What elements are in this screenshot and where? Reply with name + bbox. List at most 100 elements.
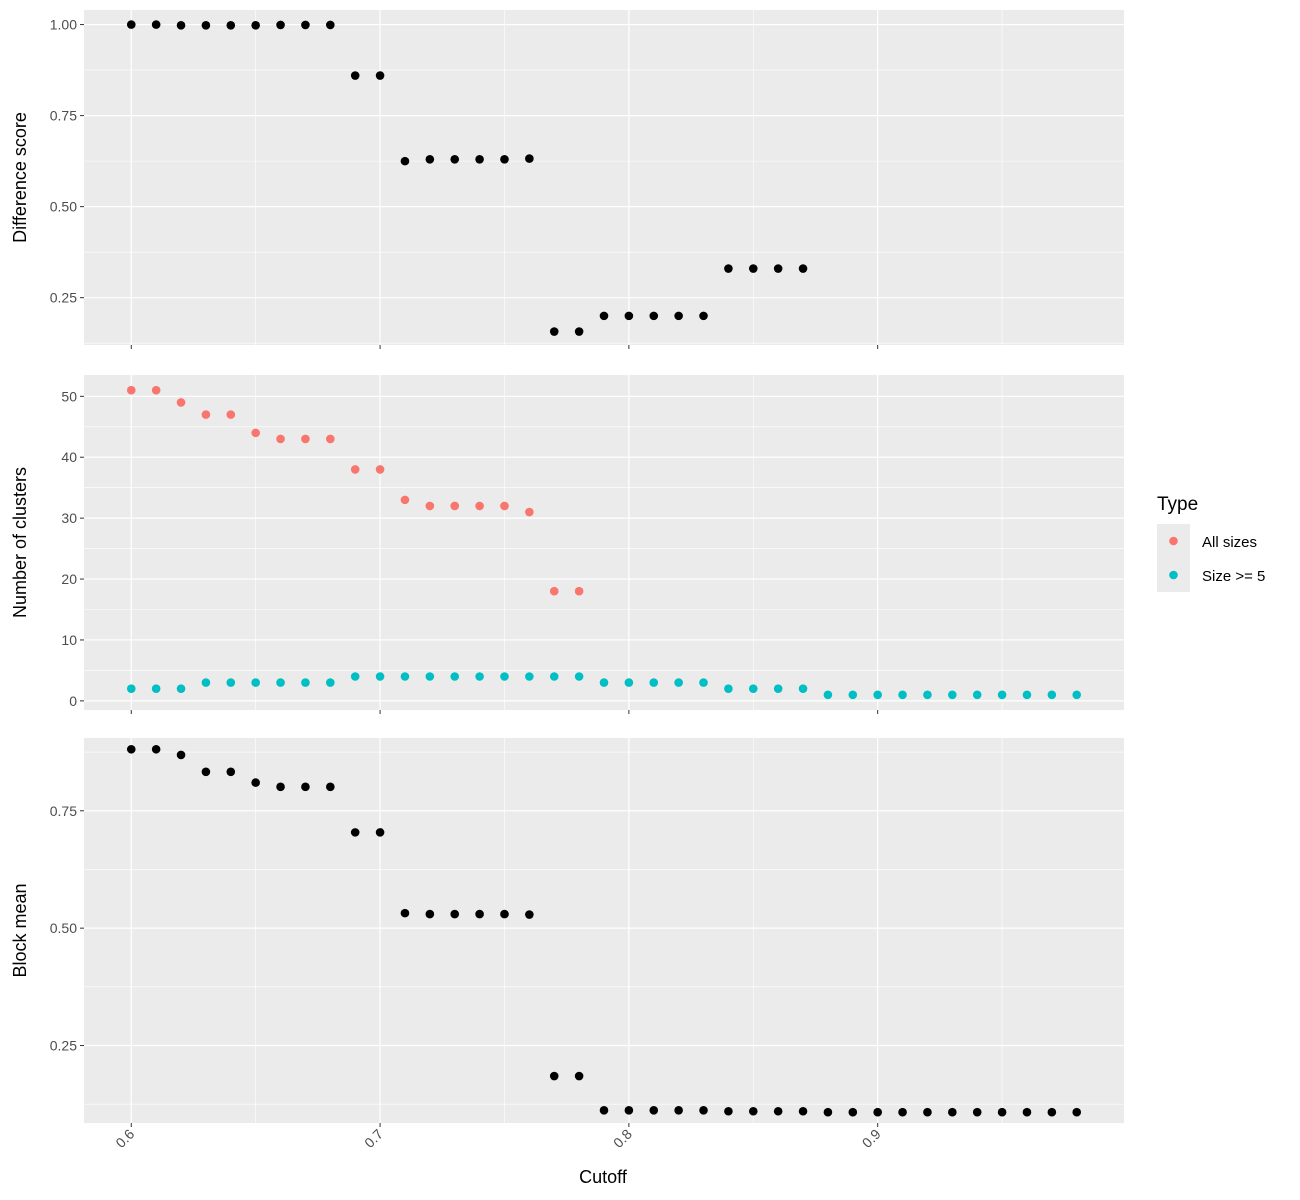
legend: Type All sizes Size >= 5 [1157, 494, 1265, 592]
data-point [1072, 690, 1082, 700]
data-point [400, 672, 410, 681]
data-point [350, 465, 360, 474]
data-point [201, 678, 211, 687]
panel-number-of-clusters: 0 10 20 30 40 50 Number of clusters [10, 375, 1124, 714]
panel-background-block-mean [84, 738, 1124, 1123]
data-point [350, 71, 360, 80]
data-point [251, 778, 260, 787]
y-axis-title-number-of-clusters: Number of clusters [10, 467, 30, 618]
data-point [674, 311, 683, 321]
data-point [773, 684, 783, 693]
data-point [475, 501, 484, 511]
y-tick-label: 50 [61, 388, 77, 404]
data-point [599, 1106, 609, 1115]
data-point [226, 20, 236, 30]
y-axis-title-block-mean: Block mean [10, 883, 30, 977]
data-point [549, 586, 559, 596]
y-tick-label: 0.50 [50, 920, 77, 936]
legend-title: Type [1157, 494, 1198, 515]
data-point [898, 1107, 907, 1117]
data-point [301, 434, 310, 444]
data-point [549, 672, 559, 681]
data-point [674, 678, 683, 687]
data-point [301, 678, 310, 687]
data-point [276, 434, 285, 444]
data-point [201, 20, 211, 30]
data-point [724, 1106, 733, 1116]
y-tick-label: 40 [61, 449, 77, 465]
data-point [126, 744, 136, 754]
data-point [972, 1107, 982, 1117]
data-point [425, 501, 435, 511]
data-point [475, 154, 484, 164]
x-axis-title: Cutoff [579, 1167, 628, 1187]
data-point [276, 678, 285, 687]
data-point [201, 410, 211, 419]
data-point [450, 909, 460, 919]
data-point [151, 385, 161, 395]
data-point [176, 398, 186, 407]
data-point [1047, 1107, 1057, 1117]
y-tick-label: 30 [61, 510, 77, 526]
legend-key-all-sizes [1169, 536, 1178, 546]
data-point [450, 154, 460, 164]
data-point [599, 311, 609, 321]
data-point [525, 910, 534, 919]
data-point [923, 1107, 932, 1117]
data-point [848, 1107, 858, 1117]
data-point [326, 782, 335, 792]
data-point [226, 767, 236, 777]
y-tick-label: 20 [61, 571, 77, 587]
data-point [525, 154, 534, 163]
data-point [375, 828, 385, 837]
x-tick-label: 0.9 [859, 1126, 884, 1151]
data-point [301, 782, 310, 792]
data-point [624, 678, 634, 687]
data-point [873, 690, 882, 700]
data-point [948, 690, 957, 700]
legend-key-size-5 [1169, 570, 1178, 580]
data-point [574, 327, 584, 336]
data-point [176, 20, 186, 30]
data-point [176, 684, 186, 693]
data-point [798, 264, 808, 273]
data-point [425, 672, 435, 681]
y-tick-label: 10 [61, 632, 77, 648]
data-point [574, 586, 584, 596]
data-point [500, 501, 509, 511]
data-point [624, 1106, 634, 1115]
data-point [773, 1106, 783, 1116]
data-point [699, 1106, 708, 1115]
data-point [350, 672, 360, 681]
data-point [525, 507, 534, 517]
data-point [674, 1106, 683, 1115]
data-point [375, 71, 385, 80]
data-point [574, 672, 584, 681]
data-point [699, 678, 708, 687]
data-point [450, 501, 460, 511]
data-point [400, 908, 410, 918]
data-point [948, 1107, 957, 1117]
data-point [923, 690, 932, 700]
data-point [624, 311, 634, 321]
data-point [326, 678, 335, 687]
data-point [126, 20, 136, 29]
data-point [151, 20, 161, 29]
data-point [1072, 1107, 1082, 1117]
data-point [748, 264, 758, 273]
y-tick-label: 0.75 [50, 803, 77, 819]
panel-difference-score: 0.25 0.50 0.75 1.00 Difference score [10, 10, 1124, 349]
data-point [226, 410, 236, 419]
data-point [748, 684, 758, 693]
data-point [326, 20, 335, 30]
data-point [375, 672, 385, 681]
data-point [425, 909, 435, 919]
data-point [699, 311, 708, 321]
data-point [375, 465, 385, 474]
data-point [1047, 690, 1057, 700]
data-point [1022, 1107, 1032, 1117]
data-point [1022, 690, 1032, 700]
legend-label-all-sizes: All sizes [1202, 534, 1257, 551]
panel-background-number-of-clusters [84, 375, 1124, 710]
data-point [997, 690, 1007, 700]
